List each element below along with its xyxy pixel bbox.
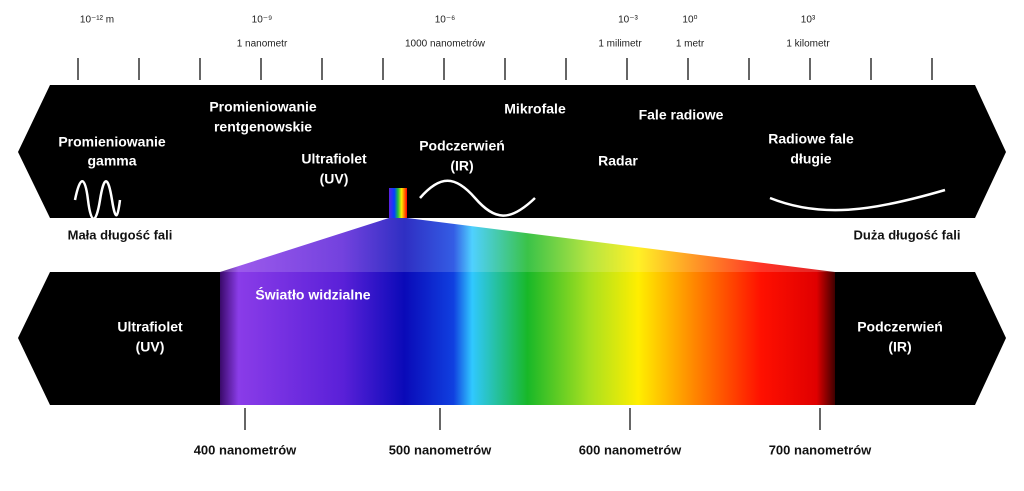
- band-label: Podczerwień: [419, 138, 505, 154]
- short-wave-label: Mała długość fali: [68, 227, 173, 242]
- band-label: Mikrofale: [504, 101, 566, 117]
- scale-power: 10⁻³: [618, 15, 638, 26]
- gamma-wave: [73, 180, 122, 220]
- band-label: Promieniowanie: [58, 134, 166, 150]
- scale-label: 1 kilometr: [786, 39, 830, 50]
- nm-label: 400 nanometrów: [194, 442, 297, 457]
- band-label: Podczerwień: [857, 319, 943, 335]
- nm-label: 600 nanometrów: [579, 442, 682, 457]
- scale-power: 10³: [801, 15, 816, 26]
- band-label: (IR): [450, 158, 473, 174]
- long-wave-label: Duża długość fali: [854, 227, 961, 242]
- band-label: rentgenowskie: [214, 119, 312, 135]
- radio-wave: [769, 188, 946, 212]
- nm-label: 700 nanometrów: [769, 442, 872, 457]
- band-label: Radiowe fale: [768, 131, 854, 147]
- band-label: gamma: [87, 153, 136, 169]
- band-label: długie: [790, 151, 831, 167]
- scale-power: 10⁰: [682, 15, 697, 26]
- visible-slice: [389, 188, 407, 218]
- scale-power: 10⁻⁹: [252, 15, 273, 26]
- band-label: Ultrafiolet: [117, 319, 183, 335]
- band-label: Radar: [598, 153, 638, 169]
- band-label: Promieniowanie: [209, 99, 317, 115]
- dispersion-fan: [220, 218, 835, 272]
- scale-label: 1000 nanometrów: [405, 39, 486, 50]
- scale-power: 10⁻⁶: [435, 15, 456, 26]
- nm-ticks: [244, 408, 821, 430]
- scale-power: 10⁻¹² m: [80, 15, 114, 26]
- ir-wave: [419, 179, 536, 217]
- visible-gradient: [220, 272, 835, 405]
- visible-title: Światło widzialne: [255, 286, 370, 303]
- scale-label: 1 nanometr: [237, 39, 288, 50]
- nm-label: 500 nanometrów: [389, 442, 492, 457]
- band-label: Fale radiowe: [639, 107, 724, 123]
- band-label: (IR): [888, 339, 911, 355]
- scale-label: 1 milimetr: [598, 39, 642, 50]
- spectrum-band: [18, 85, 1006, 218]
- band-label: (UV): [320, 171, 349, 187]
- scale-ticks: [77, 58, 933, 80]
- band-label: (UV): [136, 339, 165, 355]
- scale-label: 1 metr: [676, 39, 705, 50]
- band-label: Ultrafiolet: [301, 151, 367, 167]
